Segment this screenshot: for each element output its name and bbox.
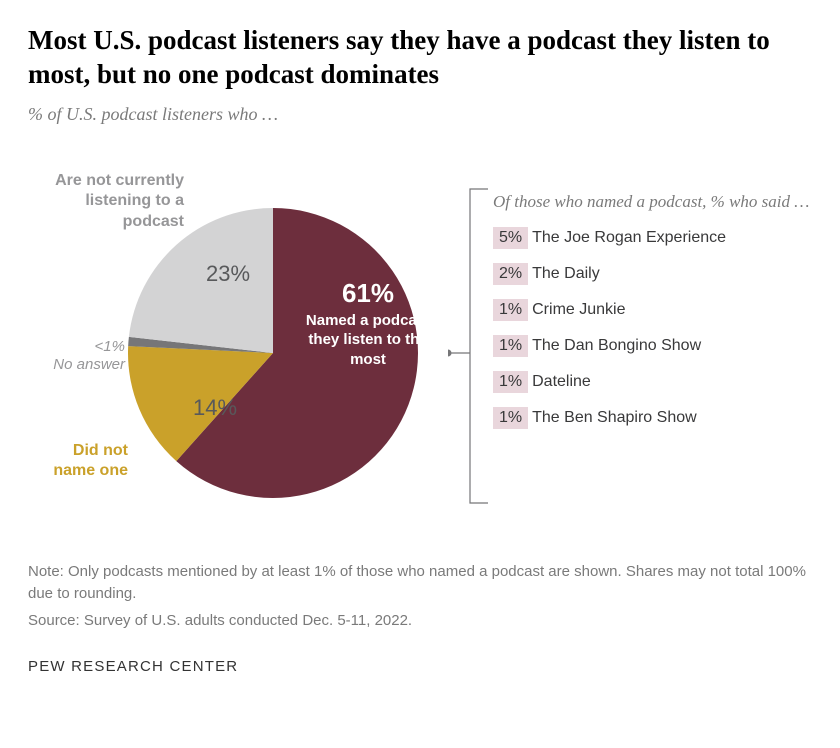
breakout-pct: 1% xyxy=(493,371,528,393)
breakout-row: 1%Crime Junkie xyxy=(493,299,823,321)
breakout-row: 1%The Dan Bongino Show xyxy=(493,335,823,357)
breakout-name: The Daily xyxy=(532,265,600,283)
text-named: Named a podcast they listen to the most xyxy=(303,311,433,370)
chart-area: Are not currently listening to a podcast… xyxy=(28,143,812,553)
breakout-pct: 1% xyxy=(493,335,528,357)
label-not-listening: Are not currently listening to a podcast xyxy=(24,171,184,233)
breakout-pct: 5% xyxy=(493,227,528,249)
label-named: 61% Named a podcast they listen to the m… xyxy=(303,278,433,370)
breakout-name: The Joe Rogan Experience xyxy=(532,229,726,247)
footer-source: Source: Survey of U.S. adults conducted … xyxy=(28,610,812,633)
label-no-answer: <1% No answer xyxy=(50,338,125,374)
footer: Note: Only podcasts mentioned by at leas… xyxy=(28,561,812,633)
breakout-row: 1%The Ben Shapiro Show xyxy=(493,407,823,429)
breakout-name: Crime Junkie xyxy=(532,301,625,319)
chart-subtitle: % of U.S. podcast listeners who … xyxy=(28,104,812,125)
pct-not-listening: 23% xyxy=(206,261,250,287)
breakout-row: 2%The Daily xyxy=(493,263,823,285)
breakout-row: 1%Dateline xyxy=(493,371,823,393)
breakout-title: Of those who named a podcast, % who said… xyxy=(493,191,823,214)
breakout-row: 5%The Joe Rogan Experience xyxy=(493,227,823,249)
chart-title: Most U.S. podcast listeners say they hav… xyxy=(28,24,812,92)
breakout-panel: Of those who named a podcast, % who said… xyxy=(493,191,823,444)
breakout-pct: 2% xyxy=(493,263,528,285)
label-did-not-name: Did not name one xyxy=(46,441,128,481)
footer-note: Note: Only podcasts mentioned by at leas… xyxy=(28,561,812,606)
pct-named: 61% xyxy=(303,278,433,309)
breakout-pct: 1% xyxy=(493,407,528,429)
pct-did-not-name: 14% xyxy=(193,395,237,421)
breakout-name: The Dan Bongino Show xyxy=(532,337,701,355)
bracket xyxy=(448,181,490,511)
breakout-name: The Ben Shapiro Show xyxy=(532,409,697,427)
breakout-name: Dateline xyxy=(532,373,591,391)
org-name: PEW RESEARCH CENTER xyxy=(28,658,812,675)
breakout-pct: 1% xyxy=(493,299,528,321)
